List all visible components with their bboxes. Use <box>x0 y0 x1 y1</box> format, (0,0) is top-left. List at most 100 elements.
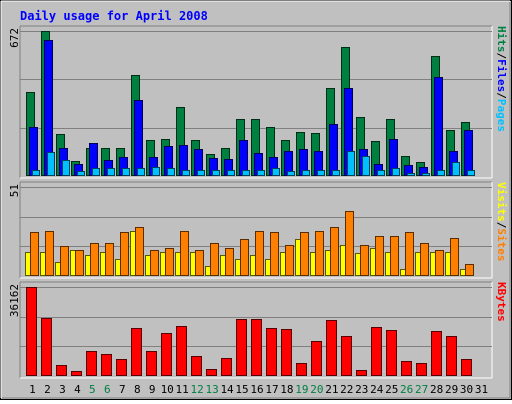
bar-sites-day-29 <box>450 238 459 276</box>
bar-pages-day-7 <box>122 168 130 176</box>
bar-kbytes-day-22 <box>341 336 352 376</box>
bar-kbytes-day-27 <box>416 363 427 376</box>
bar-sites-day-19 <box>300 232 309 276</box>
x-tick-label-day-5: 5 <box>89 383 96 396</box>
bar-pages-day-25 <box>392 168 400 176</box>
series-visits <box>25 231 469 276</box>
x-tick-label-day-19: 19 <box>295 383 308 396</box>
series-sites <box>30 211 474 276</box>
bar-kbytes-day-11 <box>176 326 187 376</box>
bar-sites-day-5 <box>90 243 99 276</box>
x-tick-label-day-29: 29 <box>445 383 458 396</box>
bar-pages-day-11 <box>182 170 190 176</box>
chart-title: Daily usage for April 2008 <box>20 9 208 23</box>
bar-sites-day-22 <box>345 211 354 276</box>
bar-files-day-21 <box>329 124 338 176</box>
bar-pages-day-24 <box>377 170 385 176</box>
bar-pages-day-27 <box>422 173 430 176</box>
x-tick-label-day-9: 9 <box>149 383 156 396</box>
bar-pages-day-22 <box>347 151 355 176</box>
x-tick-label-day-20: 20 <box>310 383 323 396</box>
bar-sites-day-30 <box>465 264 474 276</box>
bar-pages-day-14 <box>227 170 235 176</box>
bar-pages-day-29 <box>452 162 460 176</box>
bar-kbytes-day-1 <box>26 287 37 376</box>
bar-kbytes-day-25 <box>386 330 397 376</box>
bar-kbytes-day-28 <box>431 331 442 376</box>
bar-pages-day-2 <box>47 152 55 176</box>
x-tick-label-day-22: 22 <box>340 383 353 396</box>
bar-sites-day-1 <box>30 232 39 276</box>
legend-visits: Visits <box>495 182 508 222</box>
bar-kbytes-day-8 <box>131 328 142 376</box>
x-tick-label-day-7: 7 <box>119 383 126 396</box>
bar-sites-day-6 <box>105 243 114 276</box>
bar-sites-day-17 <box>270 232 279 276</box>
series-kbytes <box>26 287 472 376</box>
bar-pages-day-5 <box>92 168 100 176</box>
bar-kbytes-day-7 <box>116 359 127 376</box>
bar-pages-day-17 <box>272 168 280 176</box>
legend-hits: Hits <box>495 26 508 53</box>
bar-pages-day-19 <box>302 170 310 176</box>
x-tick-label-day-6: 6 <box>104 383 111 396</box>
bar-kbytes-day-17 <box>266 328 277 376</box>
x-tick-label-day-16: 16 <box>250 383 263 396</box>
x-tick-label-day-1: 1 <box>29 383 36 396</box>
legend-separator: / <box>495 92 508 99</box>
x-tick-label-day-24: 24 <box>370 383 384 396</box>
bar-pages-day-16 <box>257 170 265 176</box>
bar-sites-day-24 <box>375 236 384 276</box>
legend-files: Files <box>495 59 508 92</box>
bar-pages-day-6 <box>107 168 115 176</box>
x-tick-label-day-15: 15 <box>235 383 248 396</box>
x-tick-label-day-12: 12 <box>191 383 204 396</box>
bar-pages-day-15 <box>242 170 250 176</box>
x-axis-labels: 1 2 3 4 5 6 7 8 9 10 11 12 13 14 15 16 17 18 19 20 21 22 23 24 2… <box>29 383 488 396</box>
bar-sites-day-21 <box>330 227 339 276</box>
x-tick-label-day-27: 27 <box>415 383 428 396</box>
bar-kbytes-day-14 <box>221 358 232 376</box>
visits-sites-panel: 51 Visits/Sites <box>8 181 508 279</box>
bar-files-day-28 <box>434 77 443 176</box>
y-axis-max-label: 36162 <box>8 284 21 317</box>
x-tick-label-day-10: 10 <box>161 383 174 396</box>
x-tick-label-day-3: 3 <box>59 383 66 396</box>
bar-pages-day-18 <box>287 171 295 176</box>
legend-kbytes: KBytes <box>495 282 508 322</box>
bar-pages-day-9 <box>152 167 160 176</box>
bar-sites-day-3 <box>60 246 69 276</box>
legend-sites: Sites <box>495 228 508 261</box>
bar-sites-day-8 <box>135 227 144 276</box>
x-tick-label-day-21: 21 <box>325 383 338 396</box>
x-tick-label-day-11: 11 <box>176 383 189 396</box>
x-tick-label-day-14: 14 <box>220 383 234 396</box>
x-tick-label-day-4: 4 <box>74 383 81 396</box>
bar-kbytes-day-3 <box>56 365 67 376</box>
x-tick-label-day-31: 31 <box>475 383 488 396</box>
legend-label: Hits/Files/Pages <box>495 26 508 132</box>
bar-sites-day-27 <box>420 243 429 276</box>
bar-sites-day-10 <box>165 248 174 276</box>
x-tick-label-day-25: 25 <box>385 383 398 396</box>
bar-kbytes-day-20 <box>311 341 322 376</box>
bar-kbytes-day-9 <box>146 351 157 376</box>
series-pages <box>32 151 475 176</box>
bar-sites-day-26 <box>405 232 414 276</box>
bar-sites-day-4 <box>75 250 84 276</box>
bar-pages-day-10 <box>167 168 175 176</box>
bar-pages-day-30 <box>467 170 475 176</box>
bar-sites-day-18 <box>285 245 294 276</box>
bar-pages-day-28 <box>437 170 445 176</box>
bar-pages-day-3 <box>62 160 70 176</box>
x-tick-label-day-8: 8 <box>134 383 141 396</box>
x-tick-label-day-30: 30 <box>460 383 473 396</box>
legend-pages: Pages <box>495 99 508 132</box>
bar-pages-day-23 <box>362 156 370 176</box>
bar-kbytes-day-12 <box>191 356 202 376</box>
x-tick-label-day-26: 26 <box>400 383 413 396</box>
bar-kbytes-day-21 <box>326 320 337 376</box>
